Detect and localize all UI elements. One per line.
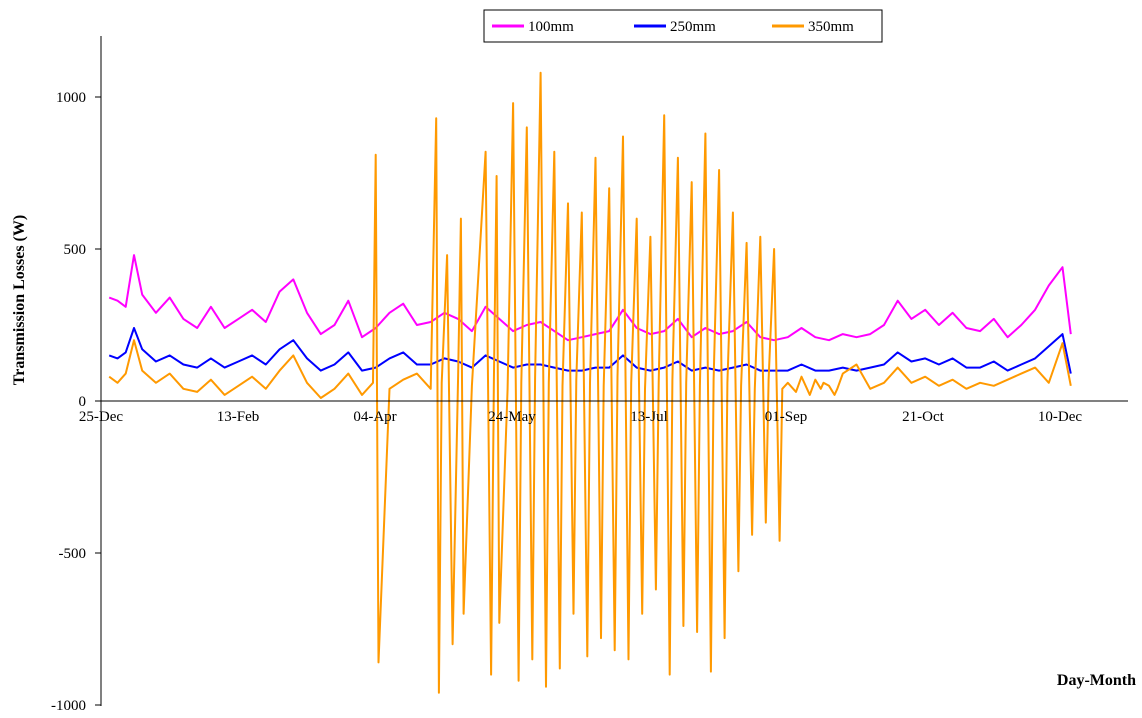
y-tick-label: 500 [64, 242, 87, 258]
x-tick-label: 13-Jul [630, 409, 668, 425]
series-line-350mm [108, 71, 1072, 694]
x-tick-label: 21-Oct [902, 409, 944, 425]
legend: 100mm 250mm 350mm [483, 9, 883, 43]
x-tick-label: 24-May [488, 409, 536, 425]
y-tick-label: -500 [59, 546, 87, 562]
x-tick-label: 13-Feb [217, 409, 260, 425]
series-line-250mm [108, 327, 1072, 374]
x-axis-title: Day-Month [1057, 672, 1136, 689]
y-tick-label: 0 [79, 394, 87, 410]
legend-label: 350mm [808, 19, 854, 35]
y-axis-title: Transmission Losses (W) [11, 215, 28, 385]
x-tick-label: 10-Dec [1038, 409, 1082, 425]
x-tick-label: 01-Sep [765, 409, 808, 425]
x-tick-label: 25-Dec [79, 409, 123, 425]
y-tick-label: -1000 [51, 698, 86, 714]
x-tick-label: 04-Apr [353, 409, 396, 425]
series-line-100mm [108, 254, 1072, 342]
legend-label: 100mm [528, 19, 574, 35]
y-tick-label: 1000 [56, 90, 86, 106]
x-ticks: 25-Dec 13-Feb 04-Apr 24-May 13-Jul 01-Sep 21-O… [79, 409, 1082, 425]
plot-lines [108, 71, 1072, 694]
legend-box [483, 9, 883, 43]
y-ticks: -1000 -500 0 500 1000 [51, 90, 101, 714]
legend-label: 250mm [670, 19, 716, 35]
